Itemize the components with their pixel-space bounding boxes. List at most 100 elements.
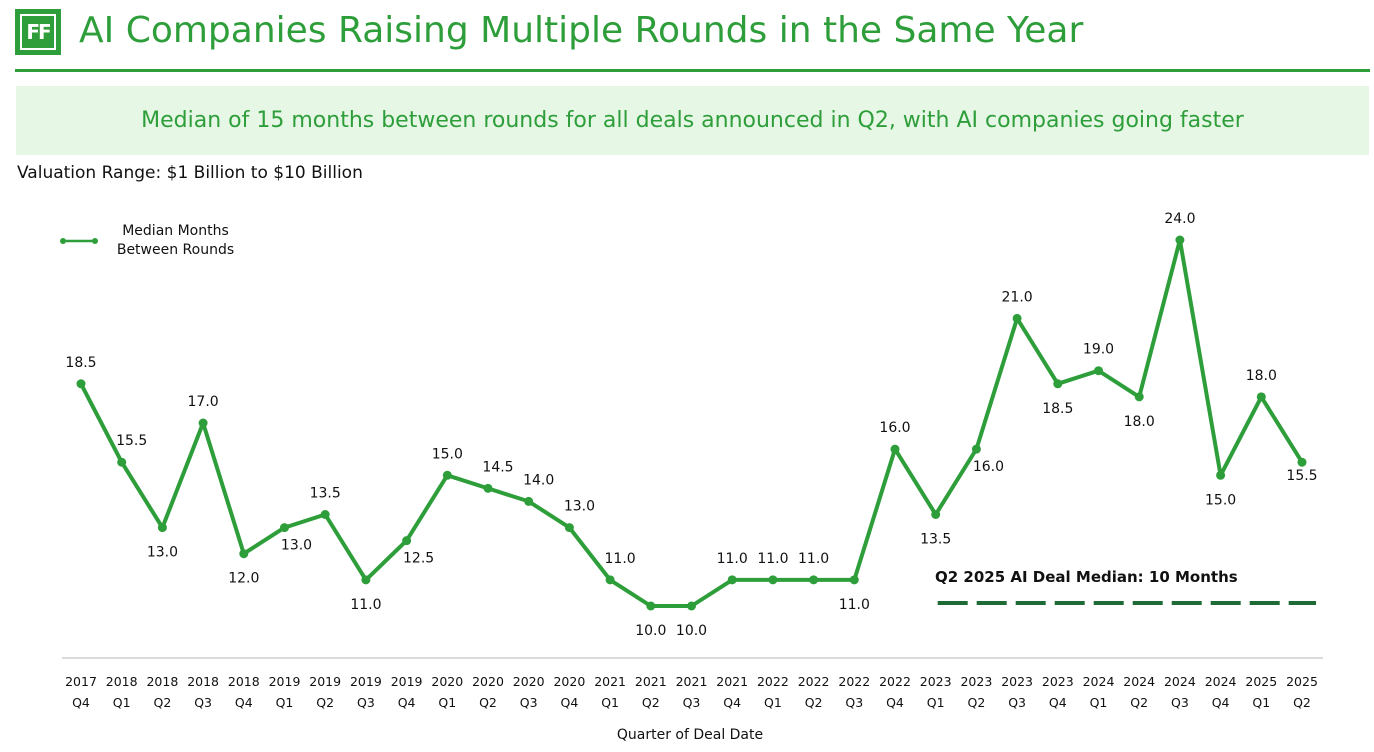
x-tick-year: 2020 bbox=[472, 674, 504, 689]
banner-text: Median of 15 months between rounds for a… bbox=[141, 108, 1244, 133]
x-tick-quarter: Q2 bbox=[479, 695, 497, 710]
x-tick-quarter: Q4 bbox=[561, 695, 579, 710]
data-point bbox=[1216, 470, 1226, 480]
x-tick-quarter: Q4 bbox=[235, 695, 253, 710]
data-point bbox=[727, 575, 737, 585]
x-tick-quarter: Q3 bbox=[1171, 695, 1189, 710]
x-tick-quarter: Q2 bbox=[805, 695, 823, 710]
title-divider bbox=[15, 69, 1370, 72]
data-point bbox=[931, 510, 941, 519]
data-point bbox=[1053, 379, 1063, 389]
x-tick-quarter: Q2 bbox=[316, 695, 334, 710]
x-tick-year: 2019 bbox=[269, 674, 301, 689]
x-tick-year: 2019 bbox=[350, 674, 382, 689]
data-label: 11.0 bbox=[839, 597, 870, 613]
data-point bbox=[687, 601, 696, 611]
data-point bbox=[971, 444, 981, 454]
x-tick-quarter: Q1 bbox=[601, 695, 619, 710]
x-tick-quarter: Q4 bbox=[1049, 695, 1067, 710]
data-label: 16.0 bbox=[879, 420, 910, 436]
headline-banner: Median of 15 months between rounds for a… bbox=[16, 86, 1369, 155]
x-tick-year: 2019 bbox=[391, 674, 423, 689]
x-tick-year: 2018 bbox=[146, 674, 178, 689]
data-point bbox=[198, 418, 208, 428]
x-tick-quarter: Q2 bbox=[1130, 695, 1148, 710]
data-label: 18.0 bbox=[1124, 414, 1155, 430]
data-point bbox=[1012, 313, 1022, 323]
x-tick-quarter: Q2 bbox=[154, 695, 172, 710]
x-tick-quarter: Q1 bbox=[764, 695, 782, 710]
x-axis-title: Quarter of Deal Date bbox=[616, 727, 764, 743]
x-tick-year: 2020 bbox=[513, 674, 545, 689]
data-point bbox=[157, 523, 167, 533]
x-tick-year: 2021 bbox=[716, 674, 748, 689]
x-tick-year: 2021 bbox=[676, 674, 708, 689]
data-label: 18.5 bbox=[1042, 401, 1073, 417]
data-label: 11.0 bbox=[717, 551, 748, 567]
x-tick-quarter: Q4 bbox=[398, 695, 416, 710]
logo-mark: FF bbox=[20, 14, 56, 50]
x-tick-quarter: Q3 bbox=[1008, 695, 1026, 710]
data-point bbox=[809, 575, 819, 585]
x-tick-year: 2024 bbox=[1123, 674, 1155, 689]
data-point bbox=[117, 457, 127, 467]
x-tick-year: 2024 bbox=[1164, 674, 1196, 689]
x-tick-year: 2023 bbox=[1042, 674, 1074, 689]
x-tick-year: 2022 bbox=[757, 674, 789, 689]
x-tick-quarter: Q1 bbox=[438, 695, 456, 710]
data-point bbox=[1175, 235, 1185, 245]
data-label: 15.5 bbox=[1286, 468, 1317, 484]
data-label: 11.0 bbox=[350, 597, 381, 613]
x-tick-quarter: Q1 bbox=[1090, 695, 1108, 710]
logo: FF bbox=[15, 9, 61, 55]
data-label: 16.0 bbox=[973, 459, 1004, 475]
data-point bbox=[1256, 392, 1266, 402]
x-tick-year: 2020 bbox=[431, 674, 463, 689]
x-tick-quarter: Q4 bbox=[886, 695, 904, 710]
chart-subtitle: Valuation Range: $1 Billion to $10 Billi… bbox=[17, 163, 363, 183]
x-tick-quarter: Q4 bbox=[72, 695, 90, 710]
x-tick-quarter: Q1 bbox=[113, 695, 131, 710]
data-point bbox=[239, 549, 249, 559]
x-tick-year: 2018 bbox=[228, 674, 260, 689]
x-tick-quarter: Q4 bbox=[723, 695, 741, 710]
data-label: 10.0 bbox=[635, 623, 666, 639]
x-tick-year: 2023 bbox=[960, 674, 992, 689]
x-tick-year: 2020 bbox=[553, 674, 585, 689]
data-point bbox=[402, 536, 412, 546]
x-tick-year: 2024 bbox=[1083, 674, 1115, 689]
x-tick-quarter: Q1 bbox=[1252, 695, 1270, 710]
data-point bbox=[320, 510, 330, 519]
x-tick-quarter: Q3 bbox=[194, 695, 212, 710]
data-point bbox=[1094, 366, 1103, 376]
data-point bbox=[1134, 392, 1144, 402]
data-label: 12.0 bbox=[228, 571, 259, 587]
page-title: AI Companies Raising Multiple Rounds in … bbox=[79, 10, 1084, 51]
x-tick-quarter: Q4 bbox=[1212, 695, 1230, 710]
x-tick-year: 2023 bbox=[920, 674, 952, 689]
data-label: 18.5 bbox=[65, 355, 96, 371]
x-tick-quarter: Q2 bbox=[968, 695, 986, 710]
x-tick-year: 2023 bbox=[1001, 674, 1033, 689]
data-label: 18.0 bbox=[1246, 368, 1277, 384]
data-point bbox=[76, 379, 86, 389]
x-tick-quarter: Q3 bbox=[845, 695, 863, 710]
x-tick-year: 2025 bbox=[1286, 674, 1318, 689]
x-tick-quarter: Q1 bbox=[927, 695, 945, 710]
x-tick-year: 2025 bbox=[1245, 674, 1277, 689]
data-label: 24.0 bbox=[1164, 211, 1195, 227]
x-tick-quarter: Q3 bbox=[683, 695, 701, 710]
data-label: 13.5 bbox=[310, 486, 341, 502]
x-tick-quarter: Q3 bbox=[520, 695, 538, 710]
series-line bbox=[79, 238, 1304, 608]
data-label: 21.0 bbox=[1002, 289, 1033, 305]
x-tick-year: 2017 bbox=[65, 674, 97, 689]
data-label: 13.0 bbox=[147, 545, 178, 561]
x-tick-quarter: Q2 bbox=[642, 695, 660, 710]
data-label: 11.0 bbox=[798, 551, 829, 567]
ai-median-annotation: Q2 2025 AI Deal Median: 10 Months bbox=[935, 568, 1238, 586]
data-point bbox=[890, 444, 900, 454]
legend-line-swatch bbox=[60, 238, 98, 244]
data-label: 15.5 bbox=[116, 433, 147, 449]
